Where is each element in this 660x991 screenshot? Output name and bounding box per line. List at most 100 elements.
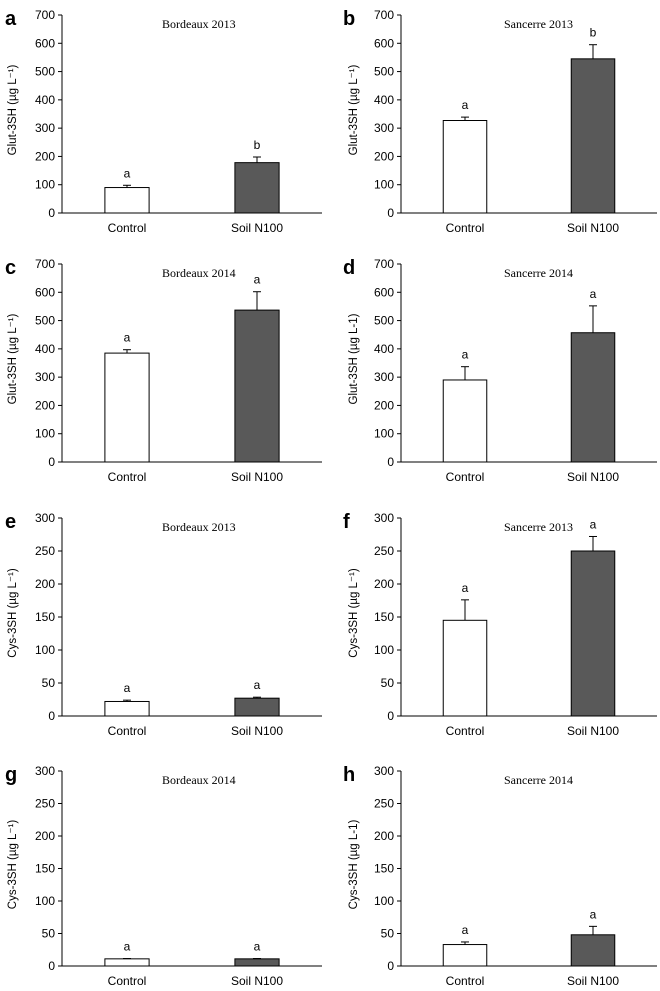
y-tick-label: 300 bbox=[35, 121, 55, 135]
y-tick-label: 0 bbox=[387, 455, 394, 469]
y-tick-label: 100 bbox=[374, 427, 394, 441]
significance-label: b bbox=[254, 138, 261, 152]
significance-label: a bbox=[462, 581, 469, 595]
x-category-label: Soil N100 bbox=[231, 470, 283, 484]
y-tick-label: 0 bbox=[387, 709, 394, 723]
y-tick-label: 200 bbox=[35, 398, 55, 412]
y-axis-label: Cys-3SH (µg L⁻¹) bbox=[7, 568, 19, 658]
y-tick-label: 300 bbox=[35, 370, 55, 384]
y-tick-label: 250 bbox=[35, 797, 55, 811]
significance-label: a bbox=[124, 940, 131, 954]
y-tick-label: 700 bbox=[35, 8, 55, 22]
significance-label: a bbox=[590, 907, 597, 921]
y-tick-label: 500 bbox=[35, 314, 55, 328]
y-tick-label: 0 bbox=[387, 959, 394, 973]
panel-a: a Bordeaux 2013 0 100 200 300 400 500 600 700 Glut… bbox=[5, 8, 322, 235]
significance-label: a bbox=[254, 273, 261, 287]
y-tick-label: 200 bbox=[374, 577, 394, 591]
bar-soil-n100 bbox=[570, 58, 616, 214]
y-tick-label: 200 bbox=[35, 149, 55, 163]
x-category-label: Control bbox=[446, 470, 485, 484]
y-tick-label: 300 bbox=[374, 370, 394, 384]
panel-letter: f bbox=[343, 511, 350, 533]
panel-letter: h bbox=[343, 764, 355, 786]
y-tick-label: 100 bbox=[35, 427, 55, 441]
y-tick-label: 150 bbox=[374, 610, 394, 624]
significance-label: a bbox=[462, 923, 469, 937]
y-tick-label: 0 bbox=[48, 455, 55, 469]
x-category-label: Soil N100 bbox=[231, 221, 283, 235]
panel-c: c Bordeaux 2014 0 100 200 300 400 500 600 700 Glut… bbox=[5, 257, 322, 484]
y-tick-label: 500 bbox=[374, 65, 394, 79]
y-tick-label: 0 bbox=[48, 206, 55, 220]
panel-g: g Bordeaux 2014 0 50 100 150 200 250 300 Cys-3SH … bbox=[5, 764, 322, 988]
y-tick-label: 150 bbox=[35, 862, 55, 876]
y-tick-label: 200 bbox=[35, 577, 55, 591]
significance-label: a bbox=[590, 517, 597, 531]
y-tick-label: 300 bbox=[374, 764, 394, 778]
y-tick-label: 500 bbox=[374, 314, 394, 328]
y-tick-label: 50 bbox=[381, 676, 395, 690]
y-tick-label: 250 bbox=[374, 797, 394, 811]
bar-control bbox=[442, 944, 488, 967]
y-tick-label: 50 bbox=[381, 927, 395, 941]
bar-control bbox=[442, 619, 488, 717]
y-tick-label: 150 bbox=[374, 862, 394, 876]
panel-title: Bordeaux 2013 bbox=[162, 520, 236, 534]
y-tick-label: 400 bbox=[374, 93, 394, 107]
x-category-label: Control bbox=[446, 724, 485, 738]
significance-label: a bbox=[254, 678, 261, 692]
y-tick-label: 700 bbox=[374, 257, 394, 271]
y-tick-label: 400 bbox=[35, 93, 55, 107]
panel-h: h Sancerre 2014 0 50 100 150 200 250 300 Cys-3SH … bbox=[343, 764, 657, 988]
bar-soil-n100 bbox=[234, 309, 280, 463]
bar-soil-n100 bbox=[234, 162, 280, 214]
y-tick-label: 0 bbox=[387, 206, 394, 220]
y-axis-label: Glut-3SH (µg L-1) bbox=[348, 313, 360, 404]
panel-letter: g bbox=[5, 764, 17, 786]
y-tick-label: 200 bbox=[374, 398, 394, 412]
bar-soil-n100 bbox=[570, 934, 616, 967]
y-tick-label: 100 bbox=[374, 178, 394, 192]
y-tick-label: 50 bbox=[42, 676, 56, 690]
bar-control bbox=[104, 187, 150, 214]
y-axis-label: Glut-3SH (µg L⁻¹) bbox=[348, 65, 360, 156]
x-category-label: Soil N100 bbox=[567, 974, 619, 988]
panel-title: Sancerre 2014 bbox=[504, 773, 573, 787]
y-tick-label: 600 bbox=[35, 285, 55, 299]
y-axis-label: Cys-3SH (µg L⁻¹) bbox=[348, 568, 360, 658]
y-tick-label: 150 bbox=[35, 610, 55, 624]
panel-b: b Sancerre 2013 0 100 200 300 400 500 600 700 Glut… bbox=[343, 8, 657, 235]
bar-control bbox=[104, 352, 150, 463]
panel-e: e Bordeaux 2013 0 50 100 150 200 250 300 Cys-3SH … bbox=[5, 511, 322, 738]
panel-title: Sancerre 2014 bbox=[504, 266, 573, 280]
y-tick-label: 400 bbox=[374, 342, 394, 356]
y-tick-label: 50 bbox=[42, 927, 56, 941]
significance-label: a bbox=[124, 331, 131, 345]
x-category-label: Soil N100 bbox=[567, 221, 619, 235]
x-category-label: Control bbox=[108, 470, 147, 484]
panel-letter: b bbox=[343, 8, 355, 30]
y-axis-label: Glut-3SH (µg L⁻¹) bbox=[7, 314, 19, 405]
y-tick-label: 300 bbox=[35, 764, 55, 778]
y-tick-label: 300 bbox=[35, 511, 55, 525]
bar-control bbox=[104, 958, 150, 967]
panel-letter: a bbox=[5, 8, 17, 30]
panel-title: Bordeaux 2013 bbox=[162, 17, 236, 31]
panel-f: f Sancerre 2013 0 50 100 150 200 250 300 Cys-3SH … bbox=[343, 511, 657, 738]
panel-title: Bordeaux 2014 bbox=[162, 266, 236, 280]
bar-control bbox=[104, 700, 150, 717]
y-tick-label: 700 bbox=[35, 257, 55, 271]
x-category-label: Control bbox=[446, 974, 485, 988]
significance-label: a bbox=[462, 348, 469, 362]
bar-soil-n100 bbox=[234, 697, 280, 717]
bar-soil-n100 bbox=[234, 958, 280, 967]
panel-title: Sancerre 2013 bbox=[504, 520, 573, 534]
y-tick-label: 100 bbox=[35, 643, 55, 657]
y-tick-label: 700 bbox=[374, 8, 394, 22]
x-category-label: Soil N100 bbox=[231, 974, 283, 988]
panel-d: d Sancerre 2014 0 100 200 300 400 500 600 700 Glut… bbox=[343, 257, 657, 484]
x-category-label: Control bbox=[108, 221, 147, 235]
y-tick-label: 200 bbox=[374, 829, 394, 843]
y-tick-label: 200 bbox=[35, 829, 55, 843]
